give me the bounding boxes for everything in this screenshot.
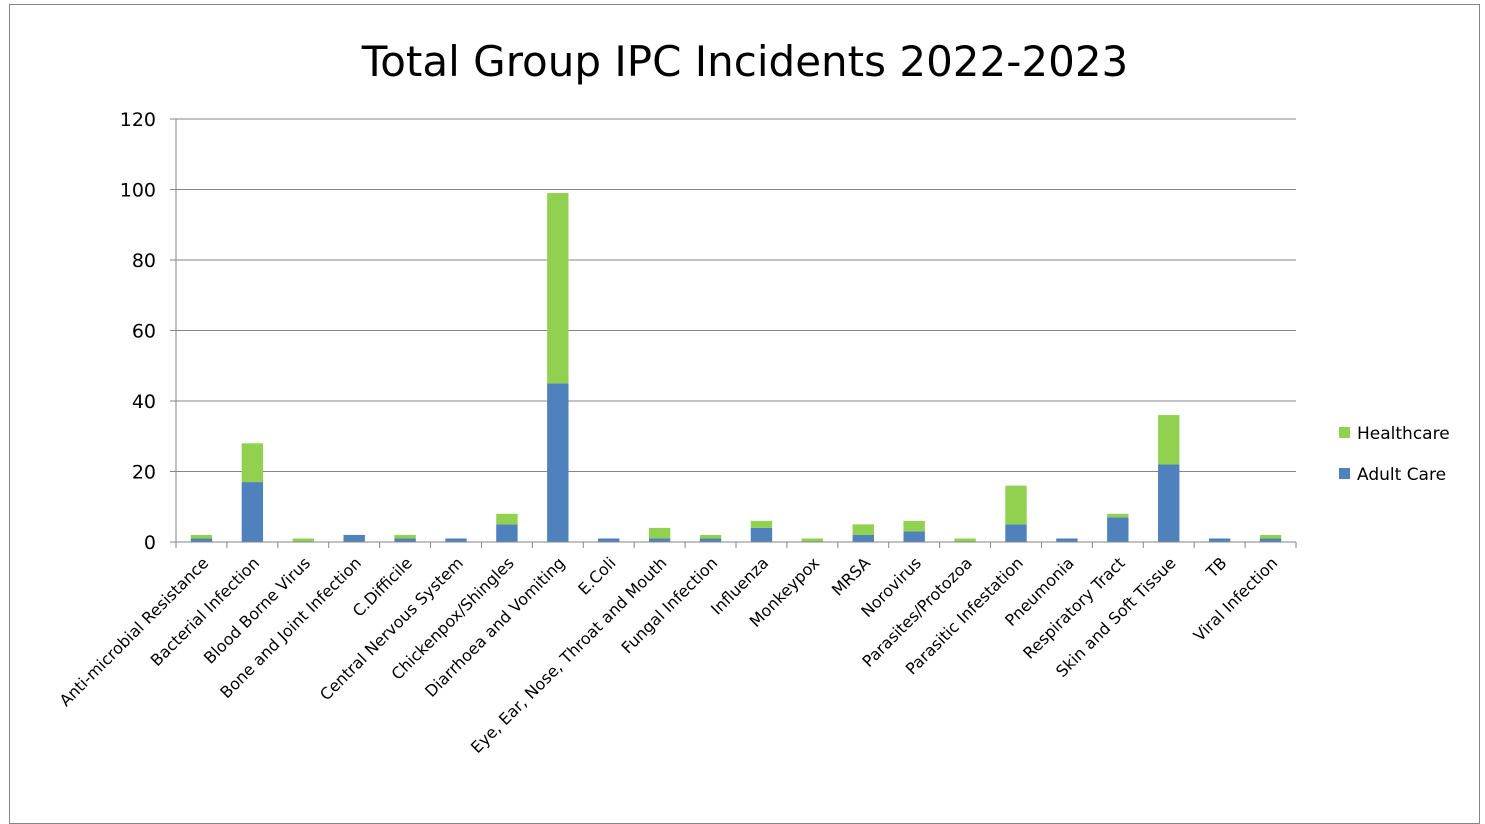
bars xyxy=(190,193,1282,542)
bar-healthcare xyxy=(801,538,824,542)
x-tick-label: MRSA xyxy=(828,553,874,599)
bar-adult-care xyxy=(190,538,213,542)
y-tick-label: 120 xyxy=(120,109,156,131)
y-tick-label: 40 xyxy=(132,391,156,413)
y-tick-label: 0 xyxy=(144,532,156,554)
bar-healthcare xyxy=(1107,513,1129,518)
legend-swatch xyxy=(1339,468,1350,479)
y-tick-label: 60 xyxy=(132,321,156,343)
bar-healthcare xyxy=(292,538,314,542)
bar-adult-care xyxy=(1208,538,1231,542)
y-tick-label: 100 xyxy=(120,180,156,202)
chart-title: Total Group IPC Incidents 2022-2023 xyxy=(361,37,1129,86)
bar-healthcare xyxy=(547,193,569,384)
bar-adult-care xyxy=(648,538,671,542)
x-tick-label: TB xyxy=(1202,553,1231,582)
y-tick-label: 20 xyxy=(132,462,156,484)
legend-label: Adult Care xyxy=(1357,465,1446,485)
x-tick-label: E.Coli xyxy=(574,553,619,598)
bar-healthcare xyxy=(750,520,773,528)
bar-healthcare xyxy=(394,534,416,539)
bar-adult-care xyxy=(1259,538,1282,542)
bar-healthcare xyxy=(852,524,874,535)
bar-adult-care xyxy=(547,383,569,542)
legend: Healthcare Adult Care xyxy=(1339,424,1450,485)
bar-healthcare xyxy=(1259,534,1282,539)
bar-adult-care xyxy=(1005,524,1027,542)
bar-healthcare xyxy=(648,527,671,539)
bar-adult-care xyxy=(1107,517,1129,542)
bar-healthcare xyxy=(1005,485,1027,525)
bar-adult-care xyxy=(445,538,467,542)
bar-adult-care xyxy=(1158,464,1180,542)
bar-adult-care xyxy=(394,538,416,542)
bar-healthcare xyxy=(1158,415,1180,465)
legend-swatch xyxy=(1339,427,1350,438)
y-tick-label: 80 xyxy=(132,250,156,272)
bar-adult-care xyxy=(1056,538,1078,542)
bar-adult-care xyxy=(343,534,365,542)
legend-label: Healthcare xyxy=(1357,424,1450,444)
bar-adult-care xyxy=(903,531,925,542)
bar-healthcare xyxy=(954,538,976,542)
bar-healthcare xyxy=(496,513,518,525)
bar-adult-care xyxy=(852,534,874,542)
bar-healthcare xyxy=(241,443,264,483)
bar-adult-care xyxy=(598,538,620,542)
bar-healthcare xyxy=(190,534,213,539)
bar-healthcare xyxy=(903,520,925,532)
bar-healthcare xyxy=(699,534,722,539)
axes xyxy=(170,118,1297,548)
gridlines xyxy=(176,118,1296,472)
bar-adult-care xyxy=(241,482,264,542)
bar-adult-care xyxy=(699,538,722,542)
bar-adult-care xyxy=(496,524,518,542)
bar-adult-care xyxy=(750,527,773,542)
